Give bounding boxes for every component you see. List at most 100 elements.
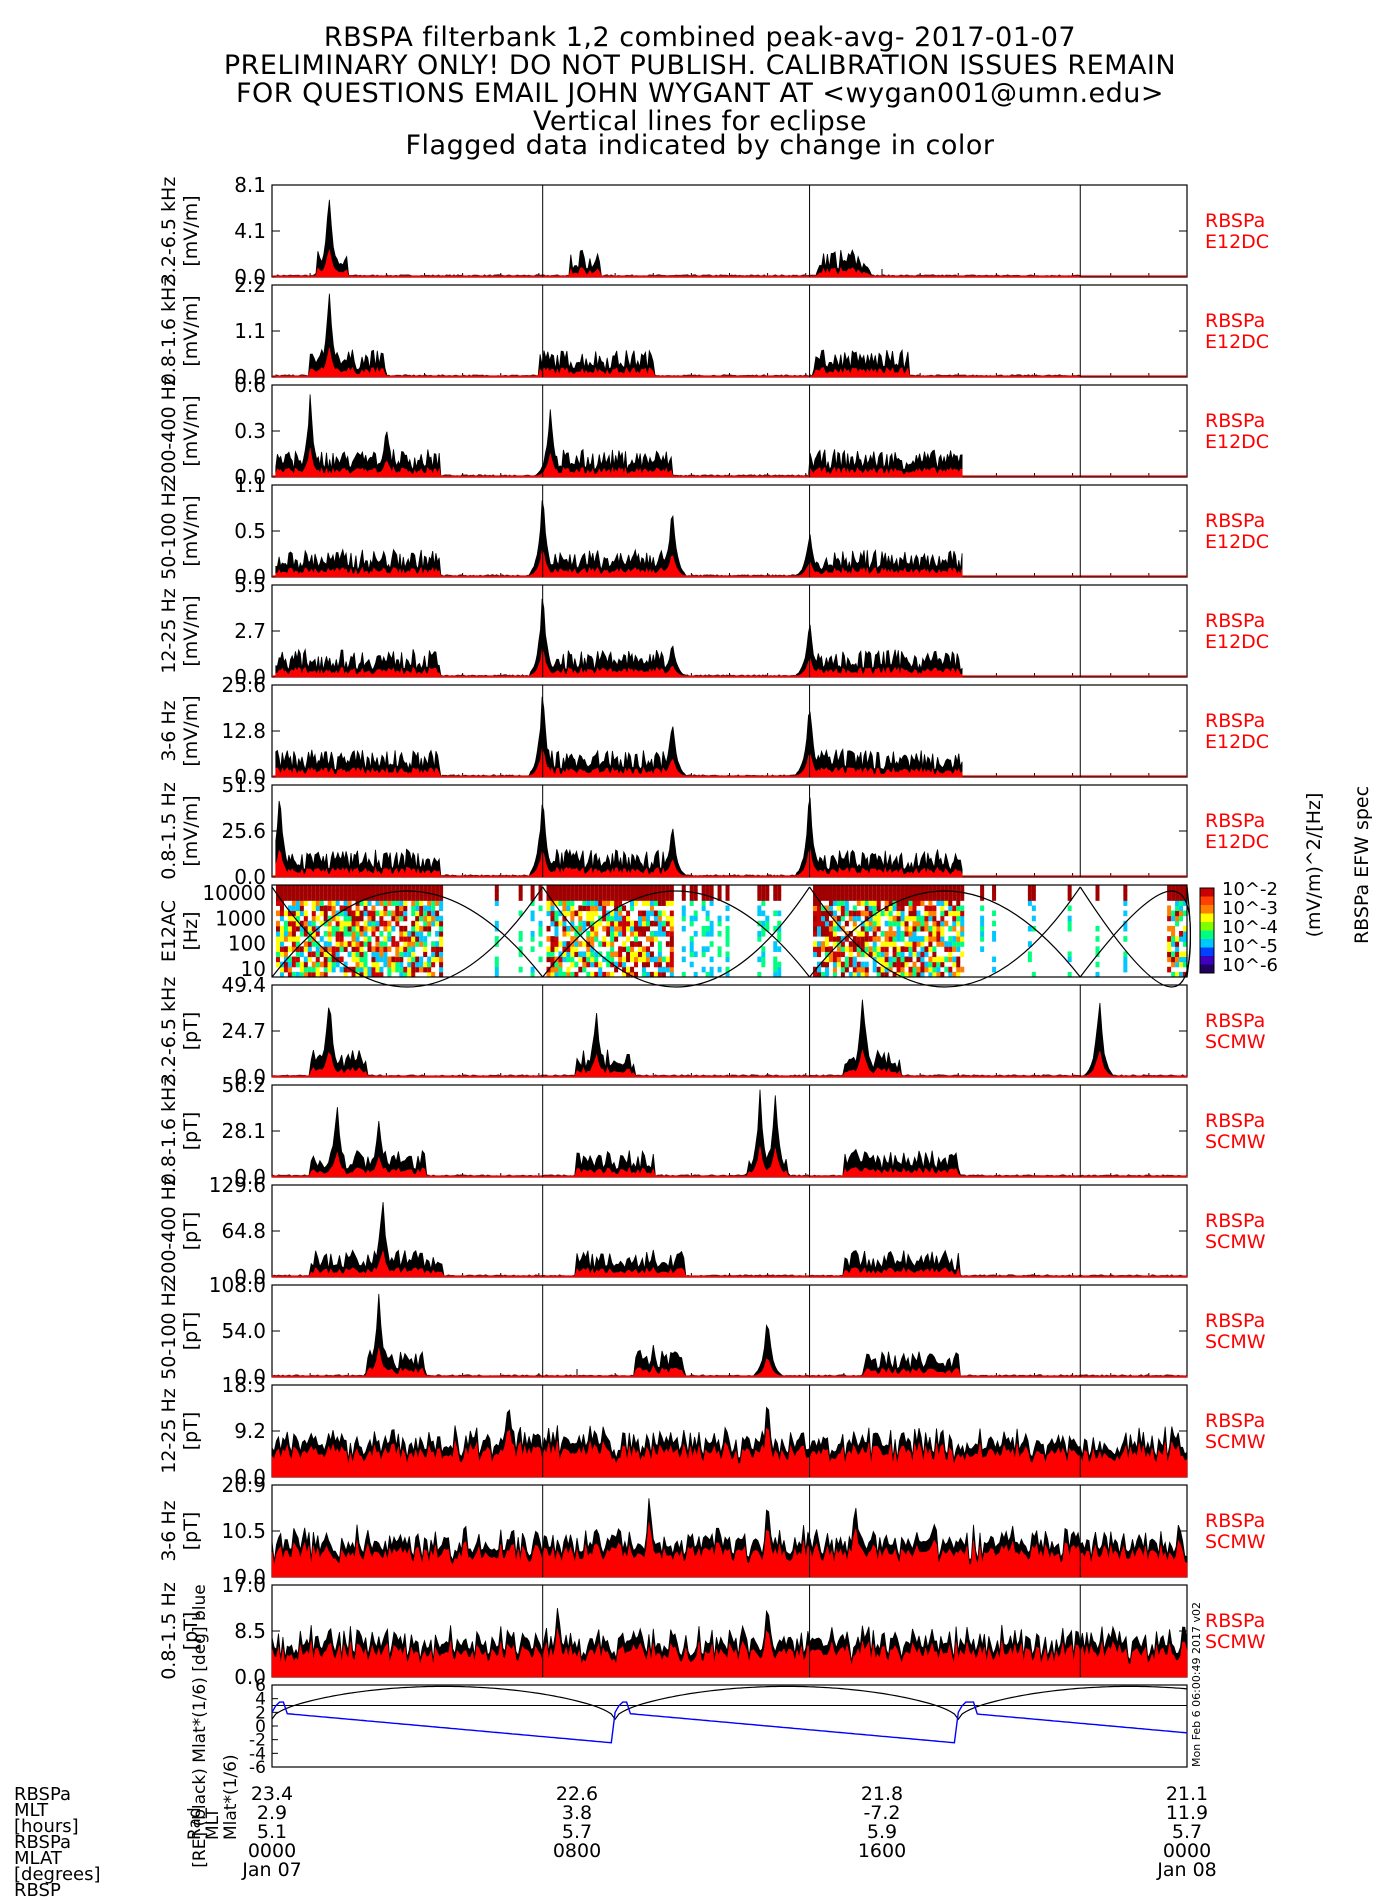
spectrogram-cell bbox=[932, 920, 937, 927]
spectrogram-cell bbox=[761, 946, 766, 952]
spectrogram-cell bbox=[407, 890, 412, 896]
spectrogram-cell bbox=[948, 951, 953, 958]
spectrogram-cell bbox=[435, 900, 440, 906]
spectrogram-cell bbox=[355, 941, 360, 947]
spectrogram-cell bbox=[570, 946, 575, 952]
spectrogram-cell bbox=[351, 895, 356, 901]
spectrogram-cell bbox=[558, 910, 563, 917]
spectrogram-cell bbox=[884, 905, 889, 912]
y-label-line: 0.8-1.5 Hz bbox=[158, 782, 180, 880]
spectrogram-cell bbox=[383, 936, 388, 942]
spectrogram-cell bbox=[578, 895, 583, 901]
spectrogram-cell bbox=[653, 956, 658, 963]
spectrogram-cell bbox=[574, 941, 579, 947]
spectrogram-cell bbox=[606, 885, 611, 891]
spectrogram-cell bbox=[813, 951, 818, 958]
spectrogram-cell bbox=[828, 905, 833, 912]
spectrogram-cell bbox=[936, 895, 941, 901]
spectrogram-cell bbox=[383, 925, 388, 932]
spectrogram-cell bbox=[303, 900, 308, 906]
spectrogram-cell bbox=[884, 890, 889, 896]
spectrogram-cell bbox=[709, 885, 714, 891]
spectrogram-cell bbox=[415, 890, 420, 896]
spectrogram-cell bbox=[832, 936, 837, 942]
spectrogram-cell bbox=[423, 915, 428, 922]
spectrogram-cell bbox=[821, 920, 825, 927]
spectrogram-cell bbox=[844, 900, 849, 906]
spectrogram-cell bbox=[371, 966, 376, 973]
spectrogram-cell bbox=[896, 920, 901, 927]
spectrogram-cell bbox=[856, 946, 861, 952]
spectrogram-cell bbox=[832, 920, 837, 927]
spectrogram-cell bbox=[291, 971, 296, 978]
spectrogram-cell bbox=[303, 941, 308, 947]
spectrogram-cell bbox=[550, 890, 555, 896]
peak-series bbox=[271, 1202, 1188, 1278]
spectrogram-cell bbox=[614, 915, 619, 922]
spectrogram-cell bbox=[315, 966, 320, 973]
spectrogram-cell bbox=[359, 925, 364, 932]
spectrogram-cell bbox=[900, 946, 905, 952]
spectrogram-cell bbox=[1171, 915, 1176, 922]
spectrogram-cell bbox=[1067, 925, 1072, 932]
spectrogram-cell bbox=[355, 946, 360, 952]
spectrogram-cell bbox=[1167, 915, 1172, 922]
y-label-line: 50-100 Hz bbox=[158, 1282, 180, 1380]
spectrogram-cell bbox=[383, 951, 388, 958]
spectrogram-cell bbox=[920, 946, 925, 952]
spectrogram-cell bbox=[1175, 885, 1180, 891]
spectrogram-cell bbox=[944, 956, 949, 963]
spectrogram-cell bbox=[439, 956, 444, 963]
spectrogram-cell bbox=[992, 936, 997, 942]
spectrogram-cell bbox=[669, 946, 674, 952]
spectrogram-cell bbox=[836, 946, 841, 952]
spectrogram-cell bbox=[1171, 885, 1176, 891]
spectrogram-cell bbox=[777, 931, 782, 937]
spectrogram-cell bbox=[1183, 910, 1188, 917]
spectrogram-cell bbox=[777, 910, 782, 917]
spectrogram-cell bbox=[590, 971, 595, 978]
spectrogram-cell bbox=[864, 910, 869, 917]
y-tick-label: 25.6 bbox=[221, 673, 266, 697]
spectrogram-cell bbox=[439, 946, 444, 952]
spectrogram-cell bbox=[817, 915, 822, 922]
spectrogram-cell bbox=[570, 941, 575, 947]
spectrogram-cell bbox=[1175, 920, 1180, 927]
spectrogram-cell bbox=[427, 885, 432, 891]
peak-series bbox=[275, 696, 963, 778]
peak-series bbox=[275, 199, 1081, 278]
spectrogram-cell bbox=[327, 905, 332, 912]
spectrogram-cell bbox=[657, 925, 662, 932]
source-label: E12DC bbox=[1205, 631, 1269, 653]
source-label: E12DC bbox=[1205, 831, 1269, 853]
spectrogram-cell bbox=[908, 885, 913, 891]
spectrogram-cell bbox=[856, 915, 861, 922]
spectrogram-cell bbox=[327, 941, 332, 947]
spectrogram-cell bbox=[864, 936, 869, 942]
source-label: RBSPa bbox=[1205, 410, 1265, 432]
spectrogram-cell bbox=[705, 971, 710, 978]
spectrogram-cell bbox=[363, 956, 368, 963]
spectrogram-cell bbox=[279, 915, 284, 922]
spectrogram-cell bbox=[665, 920, 670, 927]
panel-frame bbox=[271, 284, 1188, 378]
spectrogram-cell bbox=[578, 890, 583, 896]
source-label: SCMW bbox=[1205, 1631, 1266, 1653]
y-label-line: 3.2-6.5 kHz bbox=[158, 177, 180, 286]
spectrogram-cell bbox=[494, 966, 499, 973]
spectrogram-cell bbox=[645, 915, 650, 922]
spectrogram-cell bbox=[602, 905, 607, 912]
y-axis-label: 0.8-1.6 kHz [pT] bbox=[158, 1077, 202, 1186]
y-tick-label: 4.1 bbox=[234, 219, 266, 243]
spectrogram-cell bbox=[375, 920, 380, 927]
spectrogram-cell bbox=[669, 900, 674, 906]
y-tick-label: 56.2 bbox=[221, 1073, 266, 1097]
spectrogram-cell bbox=[960, 920, 965, 927]
spectrogram-cell bbox=[876, 966, 881, 973]
y-tick-label: 1.1 bbox=[234, 473, 266, 497]
spectrogram-cell bbox=[852, 941, 857, 947]
spectrogram-cell bbox=[765, 920, 770, 927]
